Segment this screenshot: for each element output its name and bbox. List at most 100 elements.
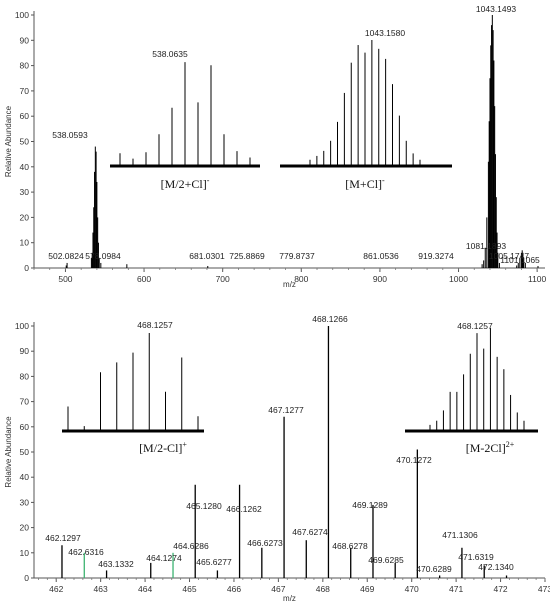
- isotope-inset-1: 538.0635 [M/2+Cl]-: [110, 49, 260, 191]
- peak-label: 538.0593: [52, 130, 88, 140]
- ion-charge: -: [207, 176, 210, 185]
- ion-label: [M+Cl]-: [345, 176, 385, 191]
- inset-top-label: 468.1257: [457, 321, 493, 331]
- peak-label: 919.3274: [418, 251, 454, 261]
- x-tick-label: 464: [138, 584, 152, 594]
- y-axis-label: Relative Abundance: [4, 416, 13, 488]
- x-tick-label: 800: [294, 274, 308, 284]
- peak-label: 469.1289: [352, 500, 388, 510]
- y-tick-label: 80: [20, 371, 30, 381]
- x-tick-label: 472: [493, 584, 507, 594]
- ion-formula: [M/2+Cl]: [161, 177, 207, 191]
- y-tick-label: 40: [20, 162, 30, 172]
- peak-label: 471.6319: [458, 552, 494, 562]
- peak-label: 468.6278: [332, 541, 368, 551]
- peak-label: 471.1306: [442, 530, 478, 540]
- peak-label: 462.1297: [45, 533, 81, 543]
- peak-label: 1081.1893: [466, 241, 506, 251]
- ion-formula: [M/2-Cl]: [139, 441, 182, 455]
- x-tick-label: 500: [58, 274, 72, 284]
- x-tick-label: 462: [49, 584, 63, 594]
- peak-label: 466.6273: [247, 538, 283, 548]
- peak-label: 1043.1493: [476, 4, 516, 14]
- y-tick-label: 100: [15, 10, 29, 20]
- isotope-inset-1: 468.1257 [M/2-Cl]+: [62, 320, 204, 455]
- x-tick-label: 473: [538, 584, 550, 594]
- y-tick-label: 60: [20, 422, 30, 432]
- peak-label: 470.6289: [416, 564, 452, 574]
- y-tick-label: 30: [20, 187, 30, 197]
- y-tick-label: 70: [20, 86, 30, 96]
- inset-top-label: 468.1257: [137, 320, 173, 330]
- peak-label: 467.6274: [292, 527, 328, 537]
- x-tick-label: 467: [271, 584, 285, 594]
- x-tick-label: 700: [216, 274, 230, 284]
- y-tick-label: 60: [20, 111, 30, 121]
- y-tick-label: 10: [20, 238, 30, 248]
- y-tick-label: 50: [20, 447, 30, 457]
- ion-charge: +: [182, 440, 187, 449]
- inset-top-label: 1043.1580: [365, 28, 405, 38]
- y-tick-label: 40: [20, 472, 30, 482]
- x-axis-label: m/z: [283, 280, 296, 289]
- peak-label: 472.1340: [478, 562, 514, 572]
- x-tick-label: 471: [449, 584, 463, 594]
- peak-label: 470.1272: [396, 455, 432, 465]
- y-axis-label: Relative Abundance: [4, 105, 13, 177]
- x-tick-label: 465: [182, 584, 196, 594]
- peak-label: 578.0984: [85, 251, 121, 261]
- peak-label: 467.1277: [268, 405, 304, 415]
- peak-label: 466.1262: [226, 504, 262, 514]
- peak-label: 464.1274: [146, 553, 182, 563]
- peak-label: 465.6277: [196, 557, 232, 567]
- x-tick-label: 466: [227, 584, 241, 594]
- x-tick-label: 600: [137, 274, 151, 284]
- y-tick-label: 100: [15, 321, 29, 331]
- y-tick-label: 90: [20, 35, 30, 45]
- x-tick-label: 1100: [528, 274, 547, 284]
- isotope-inset-2: 1043.1580 [M+Cl]-: [280, 28, 452, 191]
- x-tick-label: 468: [316, 584, 330, 594]
- x-tick-label: 900: [373, 274, 387, 284]
- peak-label: 465.1280: [186, 501, 222, 511]
- peak-label: 1101.1065: [500, 255, 540, 265]
- x-axis-label: m/z: [283, 594, 296, 603]
- peak-label: 725.8869: [229, 251, 265, 261]
- x-tick-label: 1000: [449, 274, 468, 284]
- y-tick-label: 0: [24, 263, 29, 273]
- peak-label: 468.1266: [312, 314, 348, 324]
- y-tick-label: 90: [20, 346, 30, 356]
- x-tick-label: 463: [94, 584, 108, 594]
- peak-label: 462.6316: [68, 547, 104, 557]
- x-tick-label: 470: [405, 584, 419, 594]
- peak-label: 502.0824: [48, 251, 84, 261]
- ion-formula: [M-2Cl]: [466, 441, 506, 455]
- peak-label: 779.8737: [279, 251, 315, 261]
- x-tick-label: 469: [360, 584, 374, 594]
- y-tick-label: 30: [20, 497, 30, 507]
- ion-formula: [M+Cl]: [345, 177, 382, 191]
- isotope-inset-2: 468.1257 [M-2Cl]2+: [405, 321, 538, 455]
- peak-label: 469.6285: [368, 555, 404, 565]
- peak-label: 1005.1747: [489, 251, 529, 261]
- ion-label: [M/2+Cl]-: [161, 176, 210, 191]
- peak-label: 681.0301: [189, 251, 225, 261]
- inset-top-label: 538.0635: [152, 49, 188, 59]
- ion-label: [M/2-Cl]+: [139, 440, 187, 455]
- peak-label: 464.6286: [173, 541, 209, 551]
- peak-label: 861.0536: [363, 251, 399, 261]
- ion-charge: -: [382, 176, 385, 185]
- y-tick-label: 0: [24, 573, 29, 583]
- ion-label: [M-2Cl]2+: [466, 440, 515, 455]
- y-tick-label: 70: [20, 397, 30, 407]
- chart-panel-2: 0 10 20 30 40 50 60 70 80 90 100 462 463 464 465 466 467…: [4, 314, 550, 603]
- peak-label: 463.1332: [98, 559, 134, 569]
- y-tick-label: 50: [20, 137, 30, 147]
- ion-charge: 2+: [506, 440, 515, 449]
- chart-panel-1: 0 10 20 30 40 50 60 70 80 90 100 500 600 700 800 900 100…: [4, 4, 547, 289]
- y-tick-label: 80: [20, 61, 30, 71]
- y-tick-label: 20: [20, 212, 30, 222]
- y-tick-label: 10: [20, 548, 30, 558]
- y-tick-label: 20: [20, 523, 30, 533]
